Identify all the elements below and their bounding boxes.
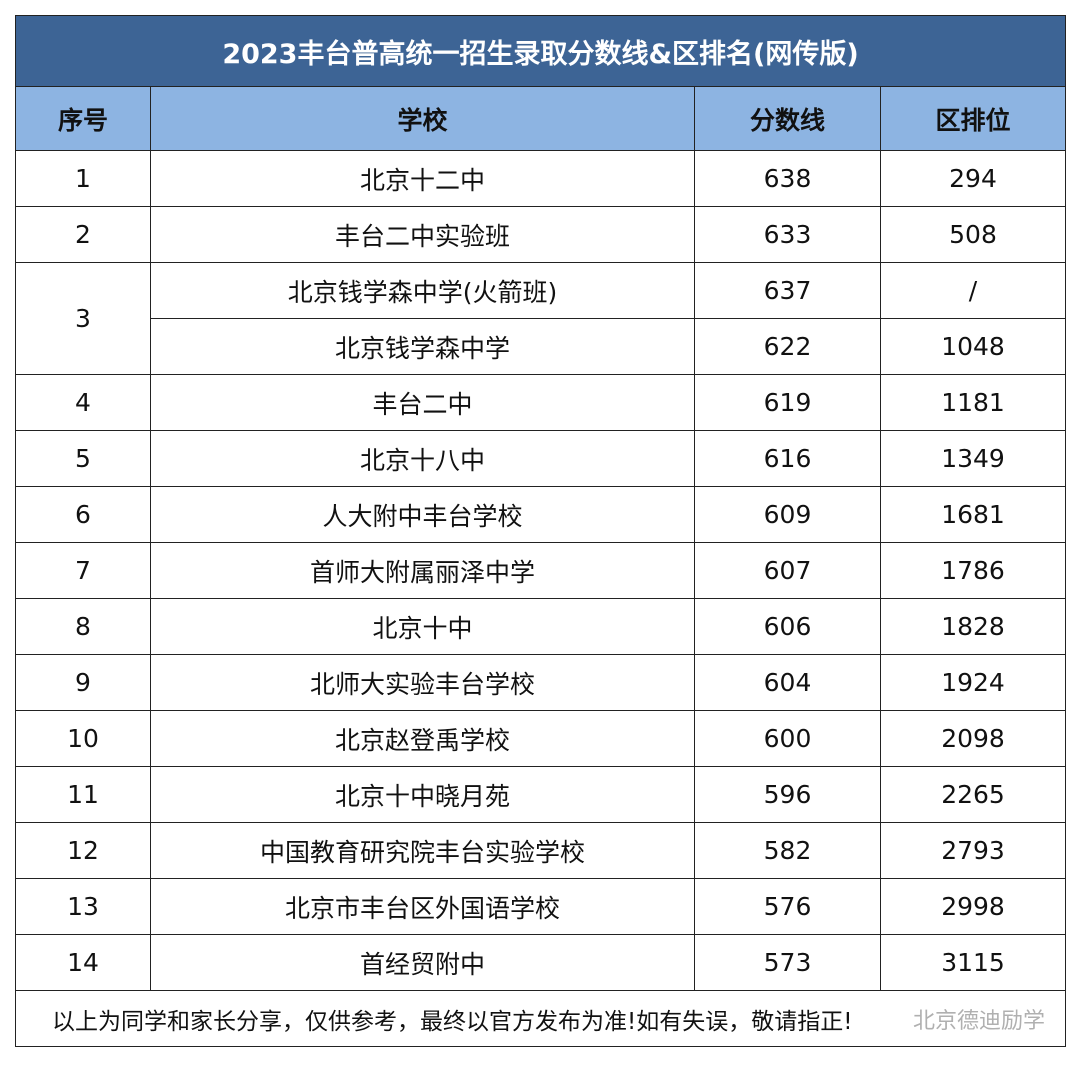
index-cell: 4 <box>15 374 151 431</box>
table-row: 2 丰台二中实验班 633 508 <box>15 206 1066 263</box>
index-cell: 11 <box>15 766 151 823</box>
score-cell: 607 <box>694 542 881 599</box>
header-cell: 学校 <box>150 86 695 151</box>
index-cell: 7 <box>15 542 151 599</box>
table-row: 14 首经贸附中 573 3115 <box>15 934 1066 991</box>
school-cell: 丰台二中 <box>150 374 695 431</box>
rank-cell: / <box>880 262 1066 319</box>
index-cell: 8 <box>15 598 151 655</box>
footer-cell: 以上为同学和家长分享，仅供参考，最终以官方发布为准!如有失误，敬请指正! 北京德迪… <box>15 990 1066 1047</box>
header-cell: 序号 <box>15 86 151 151</box>
index-cell: 14 <box>15 934 151 991</box>
index-cell: 3 <box>15 262 151 375</box>
rank-cell: 1048 <box>880 318 1066 375</box>
score-cell: 616 <box>694 430 881 487</box>
school-cell: 丰台二中实验班 <box>150 206 695 263</box>
school-cell: 人大附中丰台学校 <box>150 486 695 543</box>
school-cell: 北京十中晓月苑 <box>150 766 695 823</box>
score-cell: 619 <box>694 374 881 431</box>
score-cell: 622 <box>694 318 881 375</box>
rank-cell: 294 <box>880 150 1066 207</box>
rank-cell: 1924 <box>880 654 1066 711</box>
rank-cell: 2998 <box>880 878 1066 935</box>
table-row: 13 北京市丰台区外国语学校 576 2998 <box>15 878 1066 935</box>
table-row: 3 北京钱学森中学(火箭班) 637/ <box>15 262 1066 375</box>
footer-text: 以上为同学和家长分享，仅供参考，最终以官方发布为准!如有失误，敬请指正! <box>52 1008 853 1035</box>
index-cell: 2 <box>15 206 151 263</box>
watermark: 北京德迪励学 <box>912 1009 1045 1034</box>
rank-cell: 1181 <box>880 374 1066 431</box>
school-cell: 北京钱学森中学 <box>150 318 695 375</box>
school-cell: 首经贸附中 <box>150 934 695 991</box>
table-row: 5 北京十八中 616 1349 <box>15 430 1066 487</box>
index-cell: 12 <box>15 822 151 879</box>
table-row: 北京钱学森中学 622 1048 <box>16 318 1066 375</box>
header-cell: 分数线 <box>694 86 881 151</box>
header-row: 序号 学校 分数线 区排位 <box>15 86 1066 151</box>
school-cell: 北师大实验丰台学校 <box>150 654 695 711</box>
score-cell: 582 <box>694 822 881 879</box>
school-cell: 北京钱学森中学(火箭班) <box>150 262 695 319</box>
score-cell: 596 <box>694 766 881 823</box>
table-body: 1 北京十二中 638 294 2 丰台二中实验班 633 508 3 北京钱学森中学(火箭班) 6… <box>15 150 1066 991</box>
score-cell: 600 <box>694 710 881 767</box>
rank-cell: 1681 <box>880 486 1066 543</box>
table-row: 6 人大附中丰台学校 609 1681 <box>15 486 1066 543</box>
score-cell: 606 <box>694 598 881 655</box>
rank-cell: 3115 <box>880 934 1066 991</box>
rank-cell: 2793 <box>880 822 1066 879</box>
index-cell: 9 <box>15 654 151 711</box>
school-cell: 北京赵登禹学校 <box>150 710 695 767</box>
score-cell: 633 <box>694 206 881 263</box>
rank-cell: 1828 <box>880 598 1066 655</box>
table-row: 11 北京十中晓月苑 596 2265 <box>15 766 1066 823</box>
rank-cell: 508 <box>880 206 1066 263</box>
score-cell: 573 <box>694 934 881 991</box>
score-cell: 576 <box>694 878 881 935</box>
table-row: 8 北京十中 606 1828 <box>15 598 1066 655</box>
index-cell: 5 <box>15 430 151 487</box>
table-row: 4 丰台二中 619 1181 <box>15 374 1066 431</box>
table-row: 1 北京十二中 638 294 <box>15 150 1066 207</box>
rank-cell: 2098 <box>880 710 1066 767</box>
school-cell: 首师大附属丽泽中学 <box>150 542 695 599</box>
index-cell: 6 <box>15 486 151 543</box>
index-cell: 10 <box>15 710 151 767</box>
school-cell: 中国教育研究院丰台实验学校 <box>150 822 695 879</box>
rank-cell: 1786 <box>880 542 1066 599</box>
index-cell: 1 <box>15 150 151 207</box>
school-cell: 北京十二中 <box>150 150 695 207</box>
score-cell: 609 <box>694 486 881 543</box>
school-cell: 北京十八中 <box>150 430 695 487</box>
score-cell: 604 <box>694 654 881 711</box>
school-cell: 北京十中 <box>150 598 695 655</box>
table-row: 7 首师大附属丽泽中学 607 1786 <box>15 542 1066 599</box>
header-cell: 区排位 <box>880 86 1066 151</box>
table-title: 2023丰台普高统一招生录取分数线&区排名(网传版) <box>15 15 1066 87</box>
score-cell: 637 <box>694 262 881 319</box>
school-cell: 北京市丰台区外国语学校 <box>150 878 695 935</box>
table-row: 10 北京赵登禹学校 600 2098 <box>15 710 1066 767</box>
score-cell: 638 <box>694 150 881 207</box>
table-row: 9 北师大实验丰台学校 604 1924 <box>15 654 1066 711</box>
rank-cell: 1349 <box>880 430 1066 487</box>
rank-cell: 2265 <box>880 766 1066 823</box>
table-row: 12 中国教育研究院丰台实验学校 582 2793 <box>15 822 1066 879</box>
index-cell: 13 <box>15 878 151 935</box>
